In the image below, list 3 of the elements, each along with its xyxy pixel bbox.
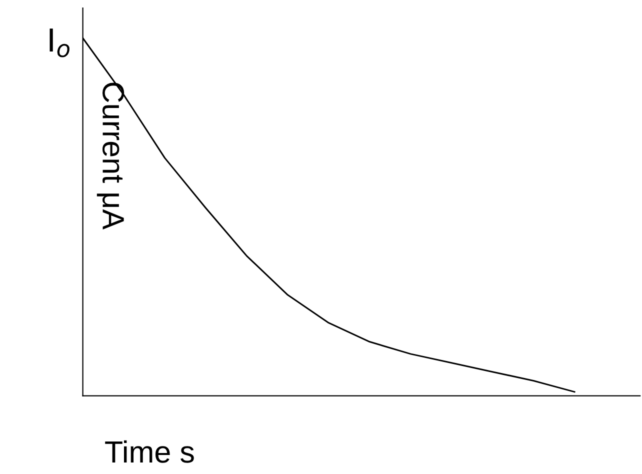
annotation: I$_{o}$	[50, 28, 70, 58]
y-axis-title: Current μA	[96, 82, 124, 230]
x-axis-title: Time s	[105, 440, 194, 463]
